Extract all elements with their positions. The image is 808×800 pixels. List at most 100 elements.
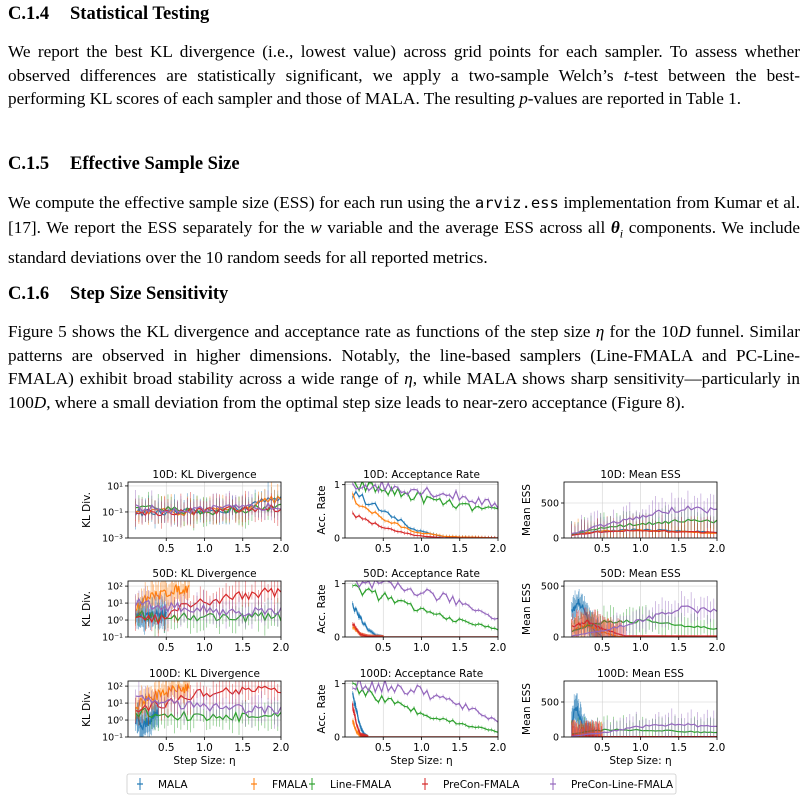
- series-line-precon-fmala: [135, 685, 281, 713]
- step-size-sensitivity-figure: 10D: KL Divergence 0.5 1.0 1.5 2.0 10¹ 10⁻¹ 10⁻…: [81, 469, 726, 795]
- y-tick-label: 0: [553, 633, 559, 644]
- series-line-precon-fmala: [352, 512, 498, 538]
- x-tick-label: 2.0: [490, 543, 507, 555]
- x-axis-label: Step Size: η: [173, 755, 235, 767]
- series-line-fmala: [352, 493, 498, 538]
- x-tick-label: 1.5: [234, 642, 251, 654]
- series-line-precon-line-fmala: [571, 722, 717, 737]
- subplot-title: 10D: Acceptance Rate: [363, 469, 480, 481]
- legend-item-line-fmala: Line-FMALA: [309, 778, 392, 791]
- series-line-mala: [135, 496, 281, 518]
- paragraph-step-size-sensitivity: Figure 5 shows the KL divergence and acc…: [8, 320, 800, 414]
- y-tick-label: 1: [334, 679, 340, 690]
- series-line-fmala: [135, 583, 190, 612]
- series-line-line-fmala: [135, 707, 281, 724]
- subplot-title: 50D: KL Divergence: [152, 568, 256, 580]
- math-p: p: [519, 89, 528, 109]
- x-tick-label: 2.0: [490, 742, 507, 754]
- y-tick-label: 10⁻¹: [102, 633, 123, 644]
- y-axis-label: KL Div.: [81, 691, 93, 727]
- y-axis-label: Mean ESS: [521, 683, 533, 735]
- legend-box: [126, 773, 677, 795]
- x-tick-label: 2.0: [709, 642, 726, 654]
- subplot-10d-acceptance-rate: 10D: Acceptance Rate 0.5 1.0 1.5 2.0 1 0 Acc. R…: [316, 469, 506, 555]
- text-span: We report the best KL divergence (i.e., …: [8, 42, 800, 85]
- x-tick-label: 1.0: [632, 742, 649, 754]
- subplot-100d-acceptance-rate: 100D: Acceptance Rate 0.5 1.0 1.5 2.0 1 0 Acc. …: [316, 668, 506, 767]
- x-tick-label: 2.0: [709, 742, 726, 754]
- series-line-precon-fmala: [571, 529, 717, 537]
- y-tick-label: 10⁰: [107, 616, 123, 627]
- subplot-title: 100D: KL Divergence: [149, 668, 260, 680]
- y-tick-label: 10⁻³: [102, 534, 123, 545]
- series-line-fmala: [352, 720, 498, 737]
- subplot-100d-mean-ess: 100D: Mean ESS 0.5 1.0 1.5 2.0 500 0 Mean ESS St…: [521, 668, 725, 767]
- y-tick-label: 10⁻¹: [102, 507, 123, 518]
- series-line-line-fmala: [353, 482, 498, 512]
- series-line-line-fmala: [352, 584, 498, 631]
- series-group: [135, 681, 281, 737]
- series-line-precon-line-fmala: [355, 581, 498, 620]
- legend-item-precon-line-fmala: PreCon-Line-FMALA: [550, 778, 674, 791]
- code-arviz-ess: arviz.ess: [474, 194, 559, 212]
- math-theta: θ: [610, 217, 620, 237]
- legend-label: FMALA: [272, 779, 308, 791]
- text-span: -values are reported in Table 1.: [527, 89, 742, 109]
- text-span: funnel. Similar patterns are observed in…: [8, 322, 801, 389]
- subplot-100d-kl-divergence: 100D: KL Divergence 0.5 1.0 1.5 2.0 10² 10¹ 10⁰…: [81, 668, 289, 767]
- y-tick-label: 10²: [107, 582, 123, 593]
- series-group: [571, 693, 717, 737]
- subplot-title: 50D: Acceptance Rate: [363, 568, 480, 580]
- paragraph-effective-sample-size: We compute the effective sample size (ES…: [8, 191, 800, 269]
- y-tick-label: 0: [553, 534, 559, 545]
- series-line-precon-line-fmala: [135, 597, 281, 617]
- legend-label: MALA: [158, 779, 188, 791]
- section-heading-c14: C.1.4 Statistical Testing: [8, 4, 209, 25]
- x-tick-label: 0.5: [375, 742, 392, 754]
- y-axis-label: Mean ESS: [521, 484, 533, 536]
- y-tick-label: 500: [541, 698, 559, 709]
- math-w: w: [310, 217, 322, 237]
- y-tick-label: 500: [541, 582, 559, 593]
- math-D: D: [33, 392, 47, 412]
- y-axis-label: Acc. Rate: [316, 485, 328, 534]
- series-line-precon-line-fmala: [135, 694, 281, 716]
- text-span: components. We include standard deviatio…: [8, 217, 800, 267]
- x-tick-label: 1.5: [451, 642, 468, 654]
- series-group: [135, 581, 281, 637]
- figure-legend: MALA FMALA Line-FMALA PreCon-FMALA PreCon-Li…: [126, 773, 677, 795]
- x-tick-label: 1.0: [413, 642, 430, 654]
- series-line-line-fmala: [135, 609, 281, 624]
- y-tick-label: 10¹: [107, 599, 123, 610]
- math-t: t: [623, 65, 629, 85]
- y-tick-label: 0: [553, 733, 559, 744]
- series-line-precon-fmala: [135, 587, 281, 626]
- series-line-precon-fmala: [135, 503, 281, 517]
- math-subscript-i: i: [619, 226, 624, 241]
- legend-label: Line-FMALA: [330, 779, 392, 791]
- series-line-precon-line-fmala: [352, 482, 498, 509]
- x-tick-label: 1.0: [413, 543, 430, 555]
- subplot-title: 10D: Mean ESS: [600, 469, 681, 481]
- subplot-10d-mean-ess: 10D: Mean ESS 0.5 1.0 1.5 2.0 500 0 Mean ESS: [521, 469, 725, 555]
- subplot-10d-kl-divergence: 10D: KL Divergence 0.5 1.0 1.5 2.0 10¹ 10⁻¹ 10⁻…: [81, 469, 289, 555]
- x-tick-label: 1.0: [632, 543, 649, 555]
- x-tick-label: 1.5: [234, 543, 251, 555]
- subplot-title: 50D: Mean ESS: [600, 568, 681, 580]
- y-axis-label: Acc. Rate: [316, 684, 328, 733]
- series-group: [352, 482, 498, 538]
- section-number: C.1.5: [8, 154, 50, 174]
- series-group: [352, 681, 498, 737]
- text-span: implementation from Kumar et al. [17]. W…: [8, 193, 801, 237]
- section-title: Step Size Sensitivity: [70, 284, 229, 304]
- y-axis-label: KL Div.: [81, 492, 93, 528]
- subplot-title: 10D: KL Divergence: [152, 469, 256, 481]
- text-span: We compute the effective sample size (ES…: [8, 193, 475, 212]
- x-tick-label: 1.0: [196, 742, 213, 754]
- x-tick-label: 1.5: [451, 543, 468, 555]
- x-tick-label: 0.5: [158, 742, 175, 754]
- section-title: Statistical Testing: [70, 4, 210, 24]
- x-tick-label: 0.5: [594, 642, 611, 654]
- legend-label: PreCon-FMALA: [443, 779, 520, 791]
- text-span: for the: [604, 322, 662, 341]
